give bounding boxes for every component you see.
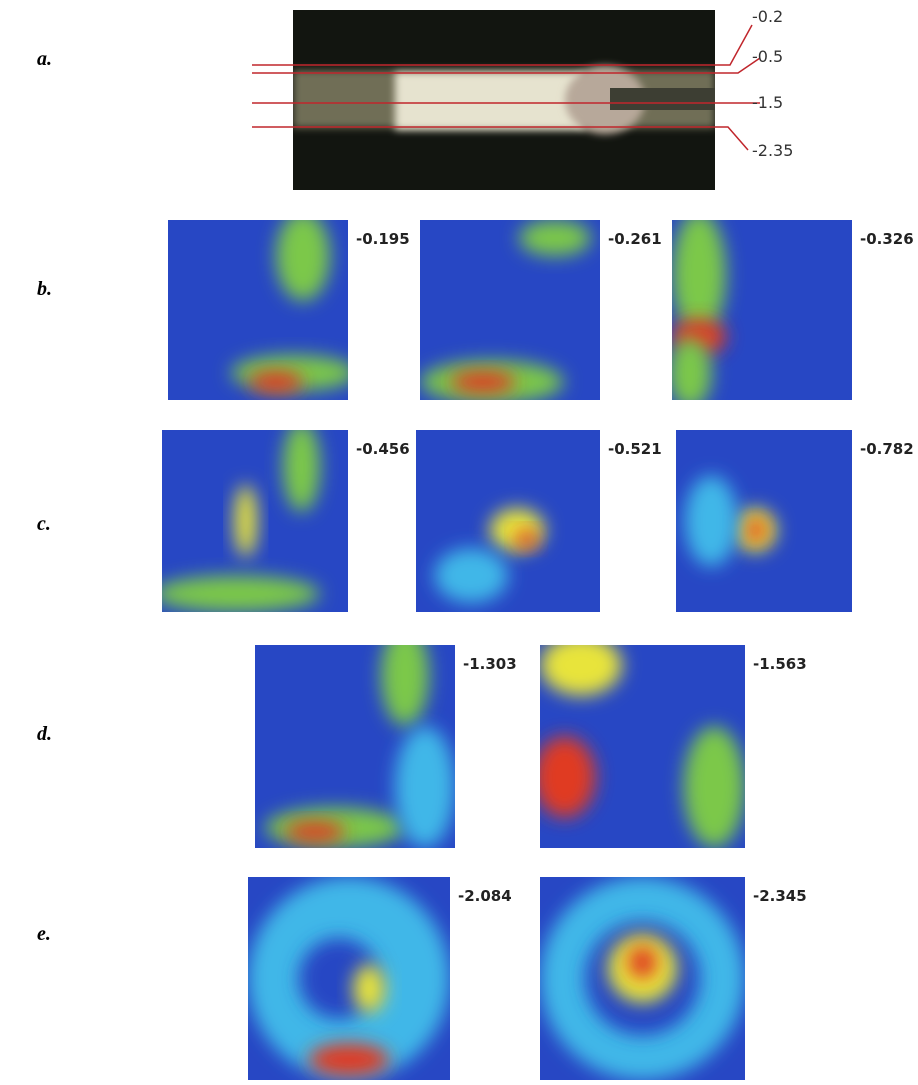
heatmap-panel bbox=[534, 635, 745, 848]
line-label: -0.5 bbox=[752, 47, 783, 66]
heatmap-region bbox=[540, 635, 622, 696]
heatmap bbox=[416, 430, 600, 612]
heatmap bbox=[540, 877, 745, 1080]
heatmap-region bbox=[451, 371, 516, 393]
panel-value: -1.303 bbox=[463, 655, 517, 673]
panel-value: -0.261 bbox=[608, 230, 662, 248]
figure: a. b. c. d. e. -0.2 -0.5 -1.5 -2.35 -0.195 -0.261 -… bbox=[0, 0, 918, 1085]
heatmap-panel bbox=[248, 877, 450, 1080]
heatmap bbox=[676, 430, 852, 612]
heatmap-region bbox=[276, 211, 330, 301]
heatmap-panel bbox=[153, 421, 348, 612]
heatmap-panel bbox=[168, 211, 357, 400]
heatmap-region bbox=[672, 211, 726, 337]
heatmap-region bbox=[668, 337, 711, 409]
heatmap-region bbox=[395, 726, 455, 848]
panel-value: -0.195 bbox=[356, 230, 410, 248]
heatmap-region bbox=[628, 946, 657, 978]
heatmap-region bbox=[534, 736, 596, 817]
panel-value: -0.521 bbox=[608, 440, 662, 458]
heatmap-region bbox=[745, 519, 766, 541]
heatmap bbox=[153, 421, 348, 612]
line-label: -0.2 bbox=[752, 7, 783, 26]
row-label: e. bbox=[37, 923, 51, 945]
panel-value: -1.563 bbox=[753, 655, 807, 673]
heatmap bbox=[420, 220, 600, 404]
heatmap-region bbox=[235, 485, 257, 558]
row-label: c. bbox=[37, 513, 51, 535]
heatmap bbox=[248, 877, 450, 1080]
panel-value: -0.326 bbox=[860, 230, 914, 248]
heatmap-region bbox=[434, 548, 508, 603]
line-label: -2.35 bbox=[752, 141, 793, 160]
panel-value: -0.456 bbox=[356, 440, 410, 458]
heatmap-region bbox=[249, 371, 303, 393]
heatmap-region bbox=[519, 220, 591, 256]
photo bbox=[252, 10, 760, 190]
heatmap bbox=[168, 211, 357, 400]
heatmap bbox=[668, 211, 852, 409]
heatmap-panel bbox=[416, 430, 600, 612]
heatmap-region bbox=[285, 822, 345, 842]
heatmap-region bbox=[490, 508, 545, 552]
heatmap-panel bbox=[420, 220, 600, 404]
heatmap-panel bbox=[255, 625, 455, 848]
row-label: a. bbox=[37, 48, 52, 70]
heatmap-region bbox=[685, 476, 738, 567]
heatmap-region bbox=[153, 576, 320, 612]
row-label: d. bbox=[37, 723, 52, 745]
heatmap-region bbox=[353, 964, 385, 1013]
heatmap-panel bbox=[668, 211, 852, 409]
heatmap-region bbox=[684, 726, 746, 848]
panel-value: -2.084 bbox=[458, 887, 512, 905]
heatmap-panel bbox=[676, 430, 852, 612]
heatmap bbox=[534, 635, 745, 848]
row-label: b. bbox=[37, 278, 52, 300]
heatmap-region bbox=[283, 421, 320, 512]
heatmap-region bbox=[515, 530, 537, 548]
heatmap-panel bbox=[540, 877, 745, 1080]
panel-value: -2.345 bbox=[753, 887, 807, 905]
panel-value: -0.782 bbox=[860, 440, 914, 458]
heatmap bbox=[255, 625, 455, 848]
heatmap-region bbox=[309, 1043, 390, 1075]
heatmap-region bbox=[381, 625, 429, 727]
line-label: -1.5 bbox=[752, 93, 783, 112]
